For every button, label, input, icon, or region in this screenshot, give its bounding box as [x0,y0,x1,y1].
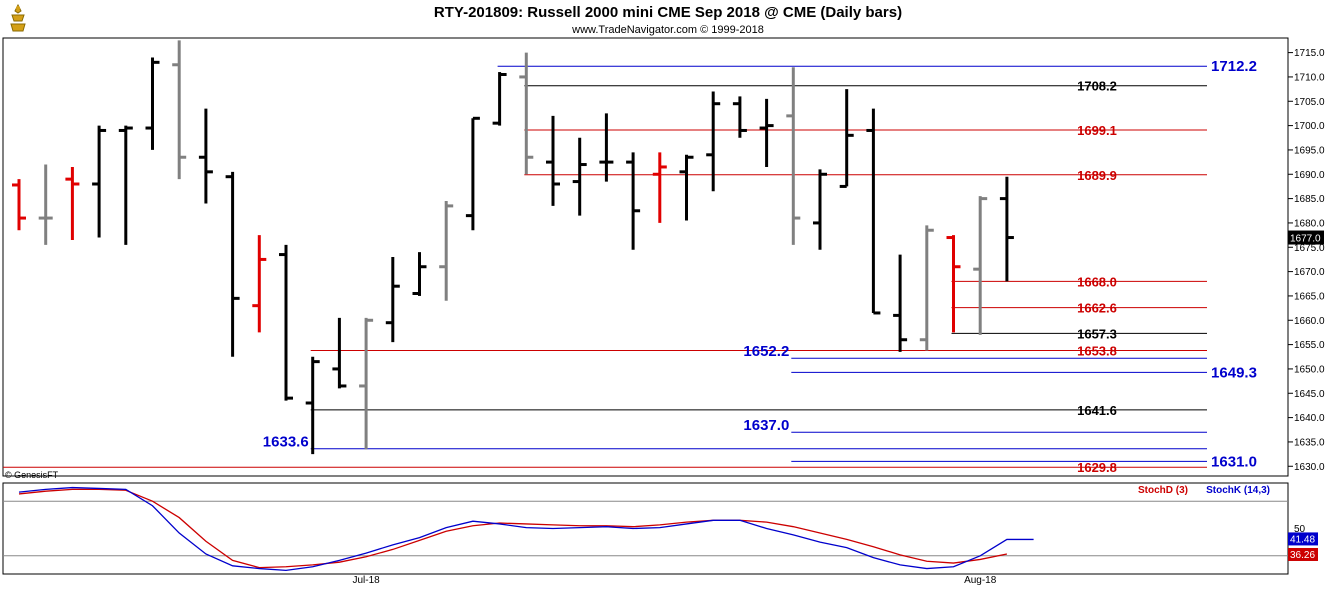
stoch-tick-label: 50 [1294,524,1306,535]
chart-subtitle: www.TradeNavigator.com © 1999-2018 [571,24,764,36]
legend-stochd: StochD (3) [1138,485,1188,496]
stochd-value-box [1288,547,1318,561]
y-tick-label: 1635.0 [1294,437,1325,448]
price-plot-frame [2,37,1289,477]
stochastic-pane: 50 StochD (3) StochK (14,3) 41.48 36.26 [2,482,1318,575]
y-tick-label: 1680.0 [1294,218,1325,229]
y-tick-label: 1700.0 [1294,121,1325,132]
legend-stochk: StochK (14,3) [1206,485,1270,496]
level-label: 1629.8 [1077,460,1117,475]
y-tick-label: 1690.0 [1294,170,1325,181]
y-tick-label: 1660.0 [1294,316,1325,327]
y-tick-label: 1640.0 [1294,413,1325,424]
level-label: 1637.0 [743,417,789,434]
level-label: 1668.0 [1077,274,1117,289]
y-tick-label: 1710.0 [1294,72,1325,83]
level-label: 1653.8 [1077,343,1117,358]
level-label: 1708.2 [1077,79,1117,94]
stoch-plot-frame [2,482,1289,575]
copyright-label: © GenesisFT [5,470,59,480]
level-label: 1631.0 [1211,453,1257,470]
level-label: 1712.2 [1211,58,1257,75]
y-tick-label: 1695.0 [1294,145,1325,156]
level-label: 1641.6 [1077,403,1117,418]
level-label: 1699.1 [1077,123,1117,138]
y-tick-label: 1655.0 [1294,340,1325,351]
stoch-series-line [18,486,1034,572]
level-label: 1633.6 [263,434,309,451]
y-tick-label: 1705.0 [1294,97,1325,108]
gold-figure-logo-icon [10,3,26,32]
chart-title: RTY-201809: Russell 2000 mini CME Sep 20… [434,4,902,21]
level-label: 1649.3 [1211,364,1257,381]
price-pane: 1630.0 1635.0 1640.0 1645.0 1650.0 1655.0 1660… [2,37,1325,586]
stochk-value-label: 41.48 [1290,534,1315,545]
last-price-label: 1677.0 [1290,234,1321,245]
last-price-box [1288,230,1324,245]
level-label: 1652.2 [743,343,789,360]
y-tick-label: 1630.0 [1294,462,1325,473]
stoch-series-line [18,488,1008,569]
x-tick-label: Jul-18 [352,575,380,586]
stochd-value-label: 36.26 [1290,550,1315,561]
y-tick-label: 1650.0 [1294,364,1325,375]
level-label: 1662.6 [1077,301,1117,316]
x-tick-label: Aug-18 [964,575,997,586]
y-tick-label: 1675.0 [1294,243,1325,254]
y-tick-label: 1670.0 [1294,267,1325,278]
level-label: 1689.9 [1077,168,1117,183]
y-tick-label: 1665.0 [1294,291,1325,302]
y-tick-label: 1715.0 [1294,48,1325,59]
y-tick-label: 1645.0 [1294,389,1325,400]
stochk-value-box [1288,532,1318,546]
level-label: 1657.3 [1077,326,1117,341]
y-tick-label: 1685.0 [1294,194,1325,205]
